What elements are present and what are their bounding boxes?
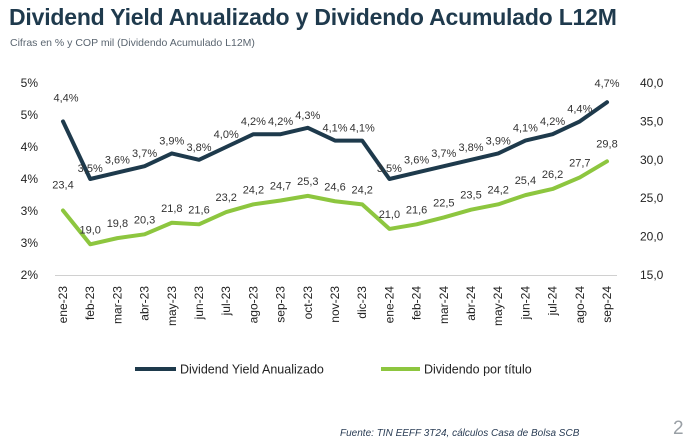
data-label-dividendo: 19,8 <box>107 218 128 230</box>
data-label-dividend-yield: 4,1% <box>513 123 538 135</box>
x-axis-tick-label: mar-23 <box>110 286 124 324</box>
data-label-dividendo: 25,3 <box>297 176 318 188</box>
data-label-dividend-yield: 3,6% <box>105 155 130 167</box>
data-label-dividendo: 27,7 <box>569 157 590 169</box>
x-axis-tick-label: sep-23 <box>274 286 288 323</box>
right-axis-tick-label: 35,0 <box>640 114 664 128</box>
left-axis-tick-label: 4% <box>21 140 39 154</box>
x-axis-tick-label: ago-24 <box>573 286 587 324</box>
left-axis-tick-label: 4% <box>21 172 39 186</box>
data-label-dividend-yield: 3,8% <box>458 142 483 154</box>
x-axis-tick-label: may-24 <box>491 286 505 326</box>
data-label-dividend-yield: 4,2% <box>268 116 293 128</box>
x-axis-tick-label: oct-23 <box>301 286 315 320</box>
x-axis-tick-label: dic-23 <box>355 286 369 319</box>
data-label-dividend-yield: 3,9% <box>486 135 511 147</box>
series-line-dividend-yield <box>61 100 609 181</box>
data-label-dividend-yield: 4,1% <box>350 123 375 135</box>
right-axis-tick-label: 30,0 <box>640 153 664 167</box>
x-axis-tick-label: jul-23 <box>219 286 233 317</box>
left-axis-tick-label: 3% <box>21 204 39 218</box>
data-label-dividend-yield: 4,4% <box>53 92 78 104</box>
data-label-dividend-yield: 4,2% <box>540 116 565 128</box>
data-label-dividendo: 26,2 <box>542 169 563 181</box>
data-label-dividend-yield: 3,6% <box>404 155 429 167</box>
data-label-dividendo: 24,2 <box>351 184 372 196</box>
data-label-dividend-yield: 3,7% <box>132 148 157 160</box>
x-axis-tick-label: feb-23 <box>83 286 97 320</box>
data-label-dividend-yield: 4,4% <box>567 103 592 115</box>
data-label-dividend-yield: 3,8% <box>186 142 211 154</box>
x-axis-tick-label: ene-23 <box>56 286 70 324</box>
right-axis-tick-label: 25,0 <box>640 191 664 205</box>
chart-title: Dividend Yield Anualizado y Dividendo Ac… <box>9 4 617 30</box>
data-label-dividendo: 22,5 <box>433 197 454 209</box>
legend-label-dividendo: Dividendo por título <box>424 363 532 377</box>
data-label-dividend-yield: 4,0% <box>214 129 239 141</box>
page-number: 2 <box>673 418 684 439</box>
data-label-dividendo: 23,2 <box>215 192 236 204</box>
x-axis-tick-label: may-23 <box>165 286 179 326</box>
series-line-dividendo <box>61 159 609 247</box>
left-axis-tick-label: 3% <box>21 236 39 250</box>
data-label-dividendo: 23,5 <box>460 190 481 202</box>
data-label-dividendo: 25,4 <box>515 175 536 187</box>
data-label-dividendo: 21,0 <box>379 209 400 221</box>
x-axis-tick-label: mar-24 <box>437 286 451 324</box>
x-axis-tick-label: ene-24 <box>382 286 396 324</box>
data-label-dividend-yield: 4,2% <box>241 116 266 128</box>
data-label-dividendo: 19,0 <box>79 224 100 236</box>
source-note: Fuente: TIN EEFF 3T24, cálculos Casa de … <box>340 428 580 439</box>
data-label-dividend-yield: 3,5% <box>78 163 103 175</box>
x-axis-tick-label: abr-24 <box>464 286 478 321</box>
data-label-dividend-yield: 4,1% <box>322 123 347 135</box>
left-axis-tick-label: 5% <box>21 76 39 90</box>
x-axis-tick-label: ago-23 <box>246 286 260 324</box>
data-label-dividendo: 23,4 <box>52 179 73 191</box>
data-label-dividend-yield: 3,9% <box>159 135 184 147</box>
right-axis-tick-label: 20,0 <box>640 230 664 244</box>
data-label-dividendo: 20,3 <box>134 214 155 226</box>
x-axis-tick-label: jul-24 <box>546 286 560 317</box>
data-label-dividendo: 29,8 <box>596 138 617 150</box>
left-axis-tick-label: 2% <box>21 268 39 282</box>
x-axis-tick-label: jun-23 <box>192 286 206 321</box>
chart-subtitle: Cifras en % y COP mil (Dividendo Acumula… <box>10 37 255 49</box>
legend-label-dividend-yield: Dividend Yield Anualizado <box>180 363 324 377</box>
right-axis-tick-label: 40,0 <box>640 76 664 90</box>
data-label-dividendo: 24,7 <box>270 181 291 193</box>
data-label-dividendo: 24,2 <box>243 184 264 196</box>
data-label-dividend-yield: 4,3% <box>295 110 320 122</box>
data-label-dividendo: 21,6 <box>188 204 209 216</box>
x-axis-tick-label: feb-24 <box>410 286 424 320</box>
x-axis-tick-label: nov-23 <box>328 286 342 323</box>
right-axis-tick-label: 15,0 <box>640 268 664 282</box>
x-axis-tick-label: sep-24 <box>600 286 614 323</box>
data-label-dividendo: 24,2 <box>487 184 508 196</box>
left-axis-tick-label: 5% <box>21 108 39 122</box>
data-label-dividendo: 21,6 <box>406 204 427 216</box>
data-label-dividendo: 21,8 <box>161 203 182 215</box>
x-axis-tick-label: abr-23 <box>138 286 152 321</box>
data-label-dividend-yield: 3,7% <box>431 148 456 160</box>
data-label-dividend-yield: 3,5% <box>377 163 402 175</box>
x-axis-tick-label: jun-24 <box>518 286 532 321</box>
data-label-dividendo: 24,6 <box>324 181 345 193</box>
data-label-dividend-yield: 4,7% <box>594 78 619 90</box>
